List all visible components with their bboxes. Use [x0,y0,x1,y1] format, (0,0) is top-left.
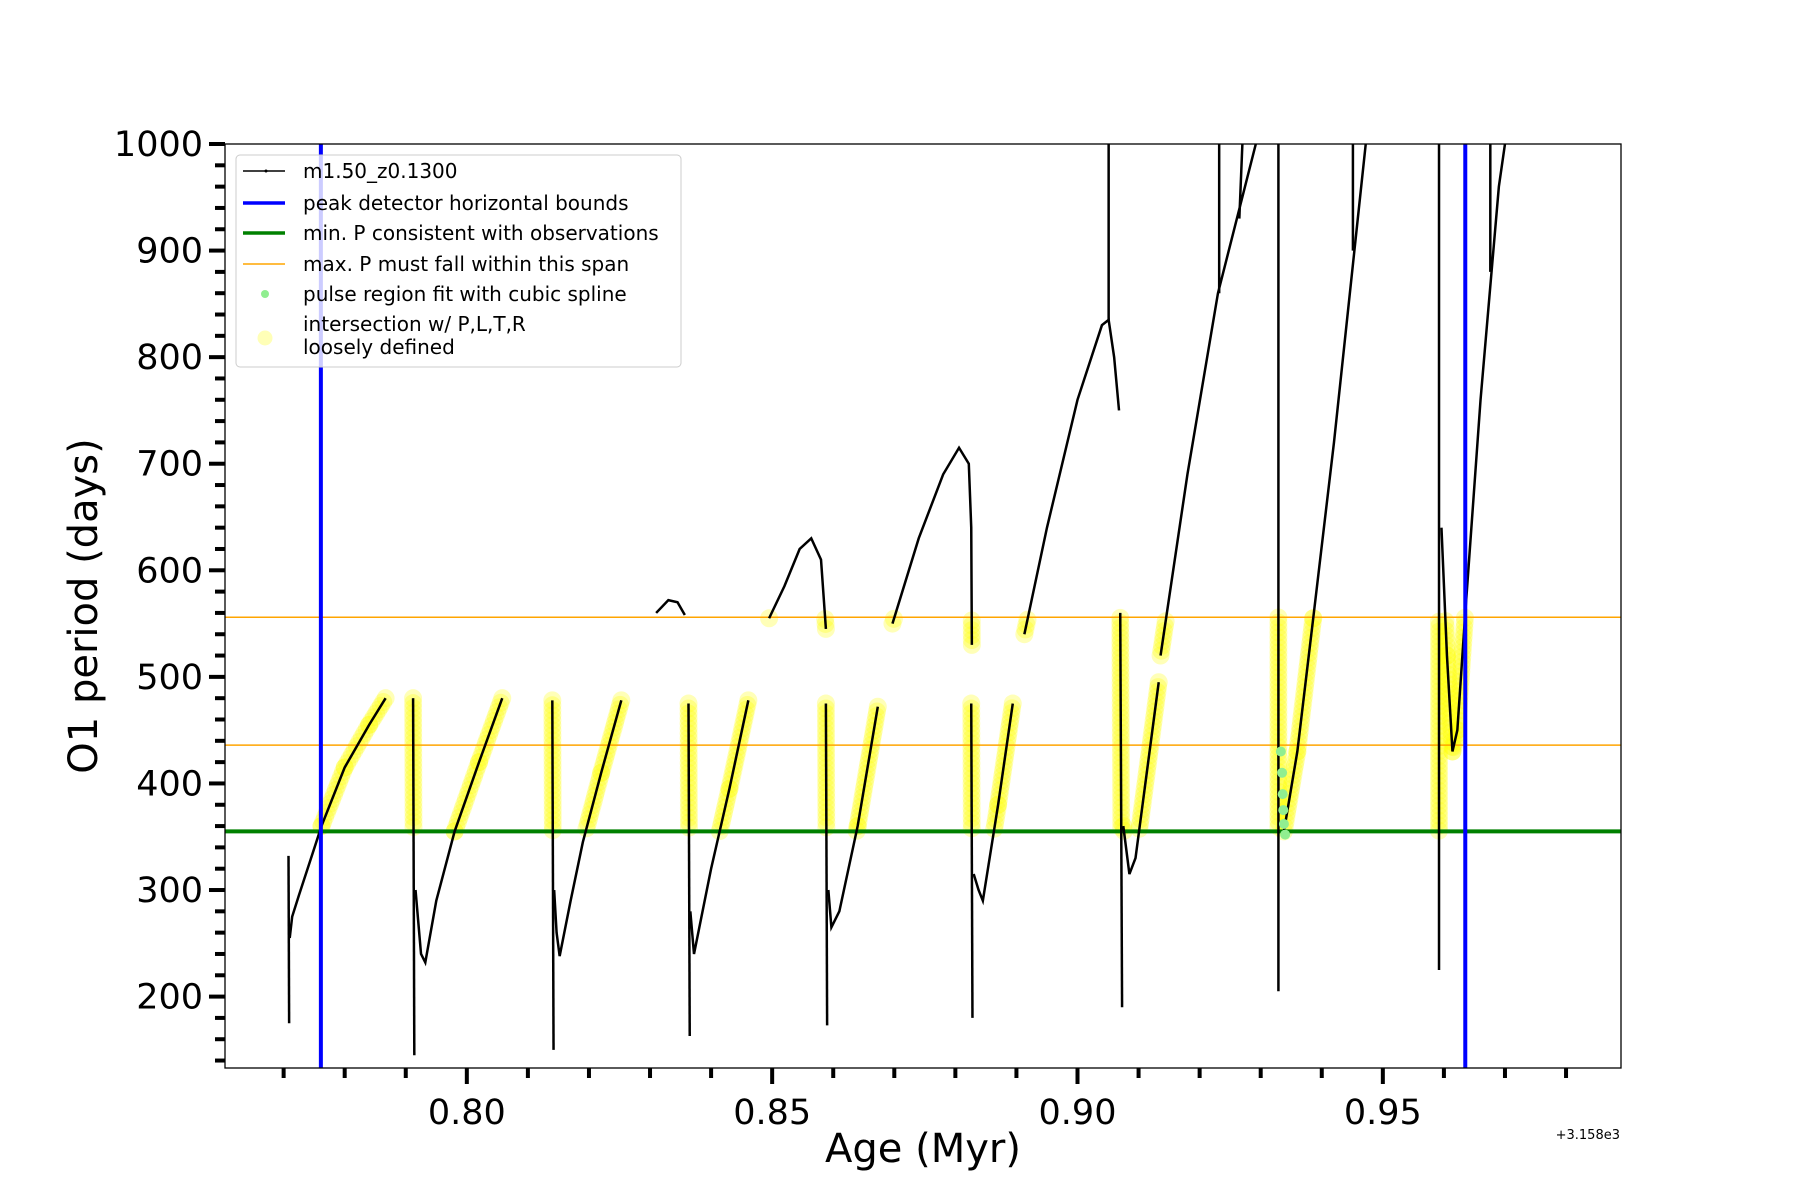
y-tick-label: 500 [136,658,203,698]
legend-swatch-intersection [257,330,273,346]
x-tick-label: 0.85 [733,1093,811,1133]
x-axis-label: Age (Myr) [825,1126,1021,1172]
series-segment [972,703,1015,906]
series-segment [1440,144,1507,752]
axes-frame [224,143,1622,1069]
x-tick-label: 0.95 [1344,1093,1422,1133]
legend: m1.50_z0.1300 peak detector horizontal b… [235,154,682,368]
spline-point [1280,829,1291,840]
series-segment [1282,144,1367,832]
legend-label-spline: pulse region fit with cubic spline [303,282,627,306]
horizontal-lines [225,616,1621,834]
y-tick-label: 800 [136,338,203,378]
legend-swatch-series-dot [264,169,268,173]
series-segment [655,598,686,616]
y-axis-ticks: 200 300 400 500 600 700 800 900 1000 [114,125,225,1063]
spline-point [1278,805,1289,816]
y-tick-label: 200 [136,978,203,1018]
y-tick-label: 1000 [114,125,203,165]
series-segment [1238,144,1244,219]
legend-label-min-p: min. P consistent with observations [303,221,659,245]
y-tick-label: 900 [136,232,203,272]
series-segment [552,699,623,957]
y-tick-label: 700 [136,445,203,485]
spline-point [1275,746,1286,757]
legend-label-series: m1.50_z0.1300 [303,159,458,183]
legend-label-intersection: intersection w/ P,L,T,R [303,312,526,336]
series-segment [689,700,750,955]
series-segment [767,536,828,630]
spline-points [1275,746,1291,840]
series-segment [1118,612,1124,1008]
series-curve [287,144,1507,1056]
y-tick-label: 400 [136,764,203,804]
series-segment [969,703,974,1018]
x-tick-label: 0.90 [1039,1093,1117,1133]
series-segment [687,703,691,1037]
series-segment [551,700,555,1050]
x-axis-ticks: 0.80 0.85 0.90 0.95 [281,1068,1569,1133]
series-segment [411,698,416,1056]
series-segment [827,706,880,932]
spline-point [1277,789,1288,800]
series-segment [1023,317,1121,635]
y-axis-label: O1 period (days) [61,438,107,773]
series-segment [824,703,829,1026]
legend-label-intersection-2: loosely defined [303,335,455,359]
series-segment [287,855,291,1024]
series-segment [1122,682,1160,875]
plot-area [225,144,1621,1068]
x-offset-label: +3.158e3 [1556,1128,1620,1143]
x-tick-label: 0.80 [428,1093,506,1133]
legend-box [235,154,682,368]
y-tick-label: 600 [136,551,203,591]
y-tick-label: 300 [136,871,203,911]
legend-label-max-p: max. P must fall within this span [303,252,629,276]
series-segment [288,697,387,939]
spline-point [1277,767,1288,778]
series-segment [891,445,974,645]
legend-swatch-spline [261,290,269,298]
legend-label-bounds: peak detector horizontal bounds [303,191,629,215]
series-segment [1159,144,1258,656]
spline-point [1278,818,1289,829]
series-segment [414,697,504,967]
